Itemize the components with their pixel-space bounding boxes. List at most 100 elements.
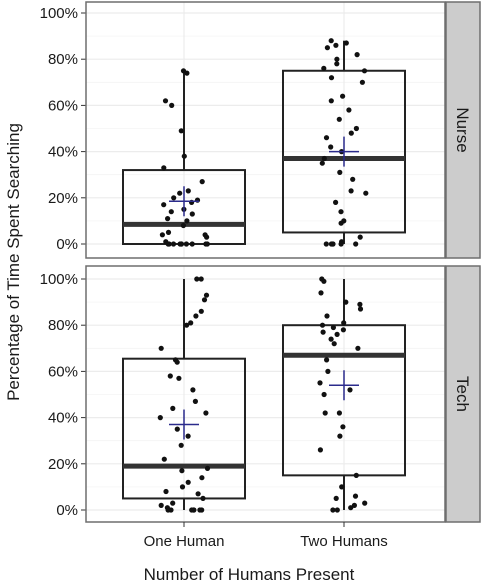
group-two-humans [282,38,406,247]
panel-background [86,2,445,258]
data-point [198,276,204,282]
data-point [353,241,359,247]
data-point [199,179,205,185]
data-point [348,130,354,136]
y-tick-label: 20% [48,190,78,207]
data-point [161,165,167,171]
data-point [317,447,323,453]
x-axis-ticks: One Human Two Humans [144,522,388,550]
facet-strip [445,265,481,523]
data-point [174,359,180,365]
data-point [348,188,354,194]
data-point [318,290,324,296]
data-point [343,40,349,46]
data-point [323,241,329,247]
y-tick-label: 80% [48,317,78,334]
data-point [183,241,189,247]
data-point [330,324,336,331]
data-point [354,52,360,58]
panel-background [86,266,445,522]
data-point [317,380,323,386]
data-point [337,433,343,439]
data-point [178,241,184,247]
data-point [184,218,190,224]
data-point [340,327,346,333]
data-point [319,322,326,328]
data-point [338,220,344,226]
data-point [165,216,171,222]
data-point [185,433,191,439]
data-point [336,410,342,416]
data-point [334,331,340,337]
data-point [325,368,331,374]
data-point [176,375,182,381]
data-point [343,299,349,305]
data-point [341,320,347,326]
data-point [201,297,208,303]
data-point [328,144,334,150]
data-point [331,341,337,347]
data-point [350,176,356,182]
panel-border [85,265,446,523]
data-point [321,65,327,71]
data-point [195,491,201,497]
data-point [190,387,196,393]
group-one-human [122,68,246,247]
data-point [319,160,325,166]
data-point [321,155,327,162]
data-point [321,278,327,284]
data-point [192,398,198,404]
data-point [198,308,204,314]
data-point [337,169,343,175]
y-tick-label: 0% [56,236,78,253]
data-point [348,505,354,511]
y-tick-label: 60% [48,363,78,380]
data-point [177,190,183,196]
box [282,69,406,234]
data-point [359,79,365,85]
data-point [157,415,163,421]
y-tick-label: 20% [48,456,78,473]
data-point [170,500,176,506]
data-point [203,292,210,298]
data-point [336,116,342,122]
data-point [333,42,339,48]
data-point [328,38,334,44]
data-point [189,211,195,217]
data-point [357,234,363,240]
y-tick-label: 60% [48,97,78,114]
x-axis-title: Number of Humans Present [144,565,355,584]
data-point [324,313,330,319]
data-point [324,357,330,363]
data-point [328,336,334,342]
panel-nurse: 0% 20% 40% 60% 80% 100% Nurse [40,1,481,259]
data-point [184,70,190,76]
data-point [159,232,165,238]
data-point [204,241,210,247]
data-point [339,484,345,490]
data-point [185,188,191,194]
data-point [324,45,330,51]
data-point [179,468,185,474]
data-point [334,507,340,513]
data-point [185,479,191,485]
data-point [181,153,187,159]
data-point [179,484,186,490]
x-tick-label: Two Humans [300,533,388,550]
data-point [334,56,340,62]
data-point [180,222,186,229]
data-point [328,98,334,104]
y-tick-label: 80% [48,51,78,68]
data-point [163,488,169,495]
data-point [361,68,368,74]
box [122,357,246,500]
data-point [158,502,164,508]
y-tick-label: 100% [40,271,78,288]
data-point [165,507,171,513]
y-tick-label: 0% [56,502,78,519]
data-point [362,500,368,506]
y-tick-label: 40% [48,144,78,161]
data-point [320,329,326,335]
data-point [323,135,330,141]
